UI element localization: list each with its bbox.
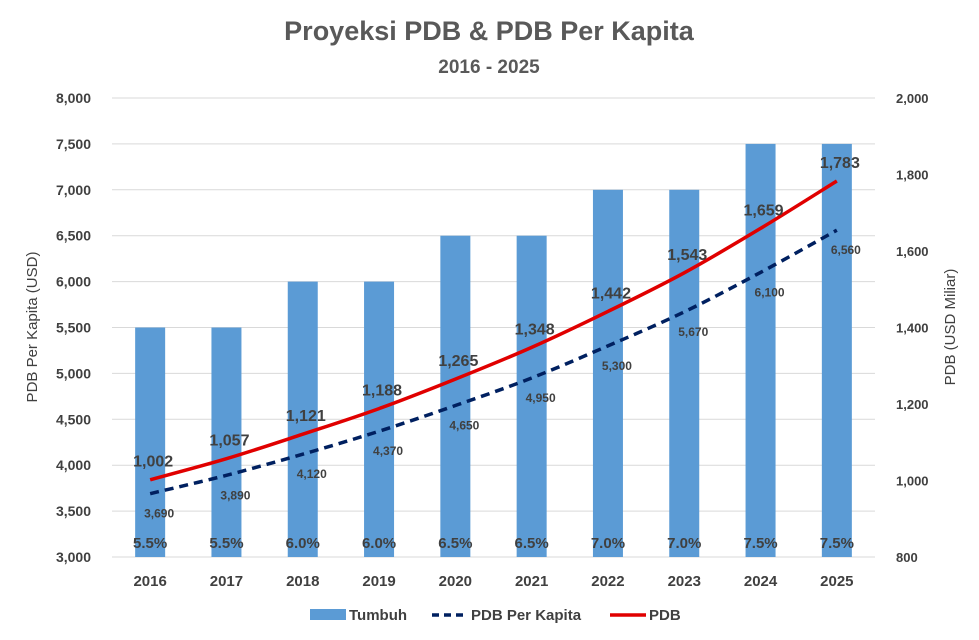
data-labels: 5.5% 5.5% 6.0% 6.0% 6.5% 6.5% 7.0% 7.0% 7.5% 7.5%… — [133, 155, 861, 552]
bar — [745, 143, 776, 557]
y-left-tick-label: 5,500 — [56, 320, 91, 336]
pdb-data-label: 1,659 — [744, 202, 784, 219]
bar — [669, 189, 700, 558]
x-tick-label: 2016 — [133, 573, 166, 590]
legend: Tumbuh PDB Per Kapita PDB — [310, 607, 681, 624]
x-tick-label: 2023 — [668, 573, 701, 590]
axes: 3,000 3,500 4,000 4,500 5,000 5,500 6,000 6,500… — [56, 90, 929, 590]
x-tick-label: 2025 — [820, 573, 853, 590]
pdb-per-kapita-data-label: 5,670 — [678, 325, 708, 339]
y-left-tick-label: 5,000 — [56, 365, 91, 381]
y-right-tick-label: 1,400 — [896, 321, 929, 336]
bar-data-label: 6.5% — [515, 535, 549, 552]
line-series — [149, 179, 838, 496]
pdb-per-kapita-data-label: 5,300 — [602, 359, 632, 373]
y-right-tick-label: 800 — [896, 550, 918, 565]
x-tick-label: 2022 — [591, 573, 624, 590]
y-right-axis-label: PDB (USD Miliar) — [942, 269, 959, 386]
bar-data-label: 6.0% — [362, 535, 396, 552]
bar-data-label: 7.5% — [743, 535, 777, 552]
bar — [821, 143, 852, 557]
line-pdb — [149, 179, 838, 482]
bar — [287, 281, 318, 557]
x-tick-label: 2019 — [362, 573, 395, 590]
x-tick-label: 2021 — [515, 573, 548, 590]
y-right-tick-label: 1,200 — [896, 397, 929, 412]
pdb-per-kapita-data-label: 4,120 — [297, 467, 327, 481]
y-left-tick-label: 4,000 — [56, 457, 91, 473]
y-left-axis-label: PDB Per Kapita (USD) — [24, 252, 41, 403]
pdb-per-kapita-data-label: 3,690 — [144, 507, 174, 521]
y-left-tick-label: 3,000 — [56, 549, 91, 565]
bar — [516, 235, 547, 557]
legend-label-tumbuh: Tumbuh — [349, 607, 407, 624]
pdb-per-kapita-data-label: 4,370 — [373, 444, 403, 458]
pdb-data-label: 1,543 — [667, 247, 707, 264]
bar-data-label: 7.5% — [820, 535, 854, 552]
legend-label-pdb: PDB — [649, 607, 681, 624]
pdb-data-label: 1,442 — [591, 285, 631, 302]
y-right-tick-label: 1,000 — [896, 474, 929, 489]
y-right-tick-label: 2,000 — [896, 91, 929, 106]
y-left-tick-label: 6,500 — [56, 228, 91, 244]
bar — [592, 189, 623, 558]
x-tick-label: 2018 — [286, 573, 319, 590]
pdb-per-kapita-data-label: 4,650 — [449, 419, 479, 433]
line-pdb-per-kapita — [149, 228, 838, 496]
pdb-data-label: 1,002 — [133, 454, 173, 471]
pdb-per-kapita-data-label: 6,100 — [755, 285, 785, 299]
y-right-tick-label: 1,600 — [896, 244, 929, 259]
y-left-tick-label: 4,500 — [56, 411, 91, 427]
bar-data-label: 6.0% — [286, 535, 320, 552]
pdb-data-label: 1,348 — [515, 321, 555, 338]
y-left-tick-label: 6,000 — [56, 274, 91, 290]
legend-label-pdb-per-kapita: PDB Per Kapita — [471, 607, 582, 624]
bar-data-label: 5.5% — [133, 535, 167, 552]
pdb-per-kapita-data-label: 6,560 — [831, 243, 861, 257]
bar-data-label: 5.5% — [209, 535, 243, 552]
x-tick-label: 2024 — [744, 573, 778, 590]
y-left-tick-label: 3,500 — [56, 503, 91, 519]
y-left-tick-label: 7,500 — [56, 136, 91, 152]
bar — [135, 327, 166, 557]
bar — [364, 281, 395, 557]
bar-data-label: 7.0% — [591, 535, 625, 552]
bar-data-label: 7.0% — [667, 535, 701, 552]
y-left-tick-label: 7,000 — [56, 182, 91, 198]
x-tick-label: 2017 — [210, 573, 243, 590]
pdb-per-kapita-data-label: 3,890 — [220, 488, 250, 502]
bar-series-tumbuh — [135, 143, 852, 558]
pdb-data-label: 1,057 — [209, 433, 249, 450]
pdb-data-label: 1,265 — [438, 353, 478, 370]
pdb-data-label: 1,188 — [362, 383, 402, 400]
y-right-tick-label: 1,800 — [896, 168, 929, 183]
bar — [211, 327, 242, 557]
pdb-per-kapita-data-label: 4,950 — [526, 391, 556, 405]
bar-data-label: 6.5% — [438, 535, 472, 552]
bar — [440, 235, 471, 557]
pdb-data-label: 1,783 — [820, 155, 860, 172]
chart-title: Proyeksi PDB & PDB Per Kapita — [284, 16, 695, 46]
pdb-data-label: 1,121 — [286, 408, 326, 425]
x-tick-label: 2020 — [439, 573, 472, 590]
chart-subtitle: 2016 - 2025 — [438, 57, 540, 78]
y-left-tick-label: 8,000 — [56, 90, 91, 106]
legend-swatch-tumbuh — [310, 609, 346, 620]
